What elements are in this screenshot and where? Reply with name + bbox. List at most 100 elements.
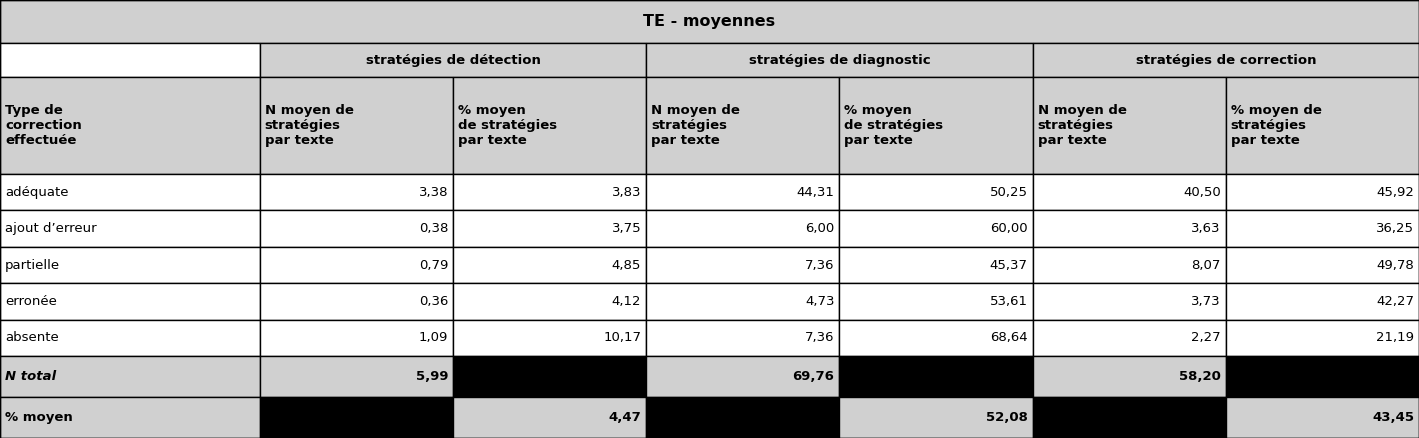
Bar (1033, 320, 1226, 356)
Bar (646, 247, 840, 283)
Bar (260, 43, 646, 78)
Text: 0,36: 0,36 (419, 295, 448, 308)
Bar (453, 211, 646, 247)
Bar (840, 78, 1033, 174)
Text: 0,38: 0,38 (419, 222, 448, 235)
Bar (840, 247, 1033, 283)
Text: 49,78: 49,78 (1376, 258, 1413, 272)
Bar (840, 174, 1033, 211)
Bar (0, 174, 260, 211)
Bar (0, 397, 260, 438)
Text: 50,25: 50,25 (989, 186, 1027, 199)
Bar (0, 0, 1419, 43)
Text: 45,92: 45,92 (1376, 186, 1413, 199)
Text: 7,36: 7,36 (805, 332, 834, 344)
Text: partielle: partielle (6, 258, 60, 272)
Bar (0, 78, 260, 174)
Bar (453, 283, 646, 320)
Bar (1226, 320, 1419, 356)
Text: 36,25: 36,25 (1376, 222, 1413, 235)
Bar (453, 247, 646, 283)
Text: TE - moyennes: TE - moyennes (643, 14, 776, 29)
Text: 7,36: 7,36 (805, 258, 834, 272)
Bar (840, 211, 1033, 247)
Bar (646, 211, 840, 247)
Text: 4,12: 4,12 (612, 295, 641, 308)
Bar (1226, 174, 1419, 211)
Bar (1033, 356, 1226, 397)
Bar (260, 283, 453, 320)
Bar (1226, 283, 1419, 320)
Text: N total: N total (6, 370, 57, 383)
Bar (260, 320, 453, 356)
Bar (840, 356, 1033, 397)
Text: 3,73: 3,73 (1191, 295, 1220, 308)
Text: 5,99: 5,99 (416, 370, 448, 383)
Bar (840, 320, 1033, 356)
Text: ajout d’erreur: ajout d’erreur (6, 222, 96, 235)
Bar (646, 174, 840, 211)
Text: % moyen: % moyen (6, 411, 72, 424)
Text: stratégies de diagnostic: stratégies de diagnostic (749, 54, 931, 67)
Bar (1033, 43, 1419, 78)
Bar (1226, 78, 1419, 174)
Text: 44,31: 44,31 (796, 186, 834, 199)
Text: 4,73: 4,73 (805, 295, 834, 308)
Bar (0, 211, 260, 247)
Bar (646, 397, 840, 438)
Bar (453, 320, 646, 356)
Bar (260, 356, 453, 397)
Text: 68,64: 68,64 (990, 332, 1027, 344)
Bar (0, 247, 260, 283)
Bar (1226, 247, 1419, 283)
Text: 52,08: 52,08 (986, 411, 1027, 424)
Text: absente: absente (6, 332, 58, 344)
Text: 53,61: 53,61 (989, 295, 1027, 308)
Text: 4,85: 4,85 (612, 258, 641, 272)
Bar (453, 174, 646, 211)
Text: 3,63: 3,63 (1192, 222, 1220, 235)
Bar (0, 356, 260, 397)
Text: 40,50: 40,50 (1183, 186, 1220, 199)
Bar (646, 43, 1033, 78)
Bar (1033, 174, 1226, 211)
Bar (260, 211, 453, 247)
Text: 0,79: 0,79 (419, 258, 448, 272)
Text: 3,83: 3,83 (612, 186, 641, 199)
Text: stratégies de correction: stratégies de correction (1135, 54, 1315, 67)
Bar (1033, 397, 1226, 438)
Text: 21,19: 21,19 (1376, 332, 1413, 344)
Bar (1226, 211, 1419, 247)
Text: 10,17: 10,17 (603, 332, 641, 344)
Bar (260, 247, 453, 283)
Bar (1033, 211, 1226, 247)
Bar (840, 283, 1033, 320)
Bar (0, 43, 260, 78)
Text: adéquate: adéquate (6, 186, 68, 199)
Text: 6,00: 6,00 (805, 222, 834, 235)
Bar (1033, 283, 1226, 320)
Text: 3,38: 3,38 (419, 186, 448, 199)
Text: % moyen
de stratégies
par texte: % moyen de stratégies par texte (458, 104, 558, 147)
Bar (646, 78, 840, 174)
Bar (260, 397, 453, 438)
Text: N moyen de
stratégies
par texte: N moyen de stratégies par texte (1037, 104, 1127, 147)
Text: 8,07: 8,07 (1192, 258, 1220, 272)
Text: % moyen
de stratégies
par texte: % moyen de stratégies par texte (844, 104, 944, 147)
Bar (646, 356, 840, 397)
Bar (1226, 356, 1419, 397)
Bar (0, 283, 260, 320)
Text: 43,45: 43,45 (1372, 411, 1413, 424)
Text: N moyen de
stratégies
par texte: N moyen de stratégies par texte (265, 104, 353, 147)
Bar (1226, 397, 1419, 438)
Text: 45,37: 45,37 (989, 258, 1027, 272)
Text: 2,27: 2,27 (1191, 332, 1220, 344)
Text: N moyen de
stratégies
par texte: N moyen de stratégies par texte (651, 104, 741, 147)
Text: 58,20: 58,20 (1179, 370, 1220, 383)
Bar (453, 356, 646, 397)
Bar (260, 174, 453, 211)
Bar (1033, 247, 1226, 283)
Bar (646, 320, 840, 356)
Text: 60,00: 60,00 (990, 222, 1027, 235)
Bar (453, 78, 646, 174)
